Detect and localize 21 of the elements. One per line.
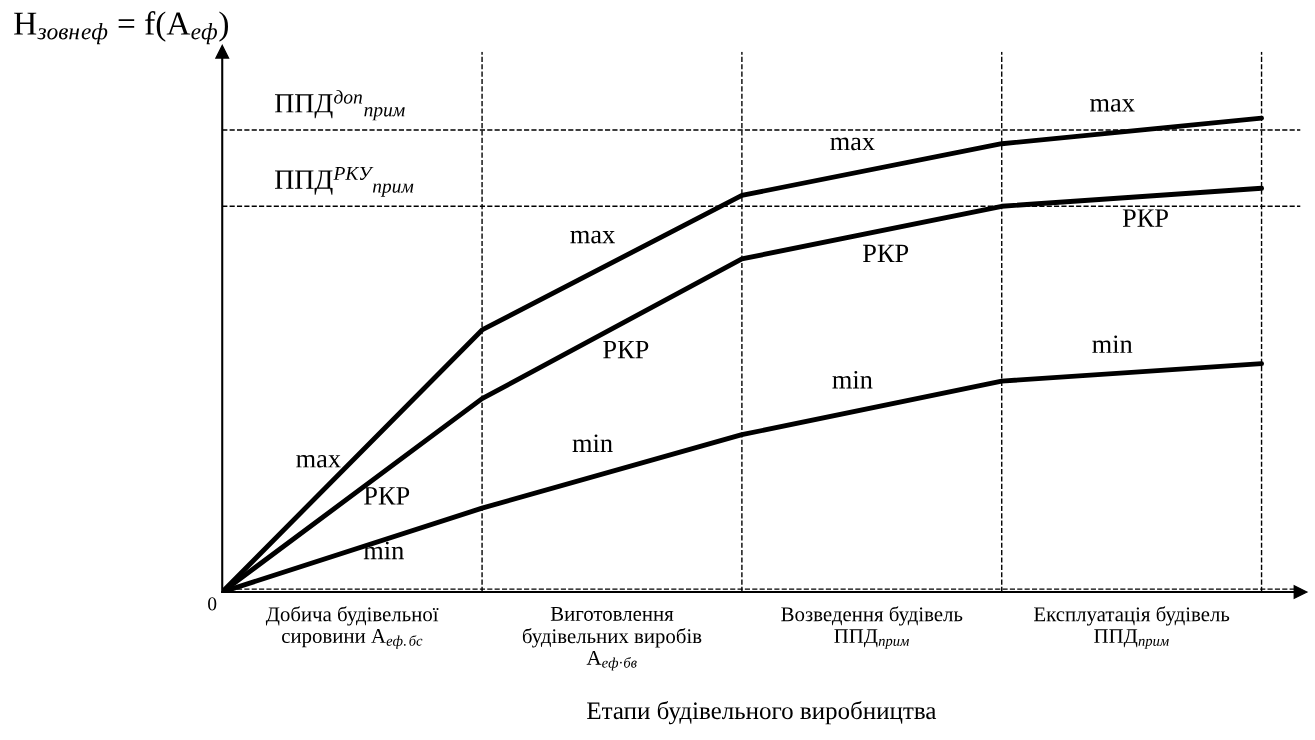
text: Добича будівельної сировини A$_{еф.бс}$	[265, 606, 439, 649]
series-label: min	[363, 541, 404, 560]
series-label: РКР	[364, 487, 410, 505]
text: Експлуатація будівель ППД$_{прим}$	[1034, 606, 1230, 649]
text: РКР	[603, 340, 649, 359]
text: РКР	[862, 244, 909, 262]
ref-line-label: ППД$^{РКУ}$$_{прим}$	[275, 167, 414, 197]
text: 0	[208, 597, 217, 611]
text: max	[570, 230, 615, 244]
text: РКР	[1122, 209, 1168, 227]
series-label: max	[296, 454, 341, 468]
text: max	[830, 137, 875, 151]
text: min	[572, 434, 613, 452]
text: Виготовлення будівельних виробів A$_{еф·бв}$	[522, 607, 702, 671]
x-axis-title: Етапи будівельного виробництва	[587, 701, 937, 725]
text: min	[1092, 335, 1133, 353]
text: Возведення будівель ППД$_{прим}$	[781, 606, 963, 649]
ref-line-label: ППД$^{доп}$$_{прим}$	[275, 89, 405, 121]
text: max	[1090, 98, 1135, 112]
y-axis-title: H$_{зовнеф}$ = f(A$_{еф}$)	[14, 11, 229, 45]
text: min	[832, 370, 873, 389]
